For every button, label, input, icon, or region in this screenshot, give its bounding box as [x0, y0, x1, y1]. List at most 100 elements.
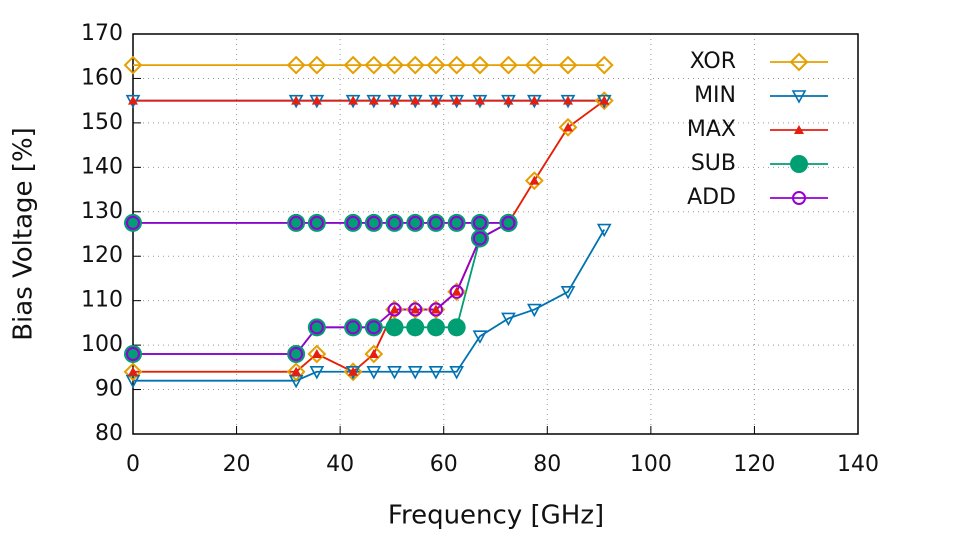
legend-label: MIN [694, 83, 736, 108]
data-point [472, 231, 487, 246]
data-point [430, 95, 441, 105]
data-point [364, 344, 384, 364]
data-point [389, 95, 400, 105]
data-point [405, 55, 425, 75]
y-tick-label: 80 [95, 421, 123, 446]
data-point [291, 366, 302, 376]
data-point [406, 318, 425, 337]
data-point [289, 347, 304, 361]
data-point [408, 215, 423, 230]
data-point [291, 95, 302, 105]
data-point [286, 362, 306, 382]
y-tick-label: 90 [95, 377, 123, 402]
data-point [307, 344, 327, 364]
data-point [563, 95, 573, 105]
y-tick-label: 100 [81, 332, 123, 357]
data-point [529, 175, 540, 185]
data-point [307, 55, 327, 75]
data-point [128, 95, 138, 105]
x-tick-label: 100 [630, 452, 672, 477]
data-point [430, 304, 441, 314]
data-point [558, 55, 578, 75]
data-point [348, 95, 359, 105]
data-point [472, 215, 487, 230]
data-point [428, 302, 443, 317]
series-line [133, 229, 606, 382]
data-point [348, 366, 359, 376]
data-point [594, 55, 614, 75]
legend-marker [794, 125, 804, 134]
data-point [428, 215, 443, 230]
data-point [311, 349, 322, 358]
data-point [123, 362, 143, 382]
x-axis-label: Frequency [GHz] [388, 501, 604, 531]
data-point [529, 95, 540, 105]
data-point [387, 215, 402, 230]
data-point [449, 215, 464, 230]
legend-label: MAX [687, 117, 736, 142]
x-tick-label: 40 [326, 452, 354, 477]
data-point [123, 55, 143, 75]
data-point [366, 320, 381, 335]
data-point [449, 365, 465, 380]
y-tick-label: 150 [81, 110, 123, 135]
data-point [526, 303, 542, 318]
legend-marker [790, 155, 808, 173]
data-point [289, 215, 304, 230]
legend: XOR MIN MAX SUB ADD [687, 49, 828, 210]
data-point [309, 215, 324, 230]
data-point [311, 95, 322, 105]
data-point [385, 55, 404, 75]
data-point [449, 284, 464, 299]
data-point [428, 365, 444, 380]
data-point [309, 365, 325, 380]
data-point [563, 122, 573, 132]
data-point [560, 285, 576, 300]
data-point [524, 171, 544, 191]
data-point [366, 215, 381, 230]
legend-label: SUB [691, 151, 736, 176]
y-tick-label: 120 [81, 243, 123, 268]
y-axis-label: Bias Voltage [%] [9, 127, 39, 341]
x-tick-label: 20 [223, 452, 251, 477]
data-point [368, 349, 379, 358]
data-point [309, 320, 324, 335]
data-point [366, 365, 382, 380]
data-point [499, 55, 518, 75]
data-point [451, 286, 462, 296]
x-tick-label: 0 [126, 452, 140, 477]
y-tick-label: 160 [81, 65, 123, 90]
data-point [368, 95, 379, 105]
data-point [596, 223, 612, 238]
data-point [558, 117, 578, 137]
y-tick-label: 140 [81, 154, 123, 179]
data-point [501, 215, 516, 230]
data-point [407, 365, 423, 380]
data-point [387, 365, 402, 380]
data-point [126, 347, 140, 361]
x-tick-label: 60 [430, 452, 458, 477]
data-point [426, 55, 446, 75]
legend-label: ADD [687, 185, 736, 210]
data-point [346, 320, 361, 335]
data-point [470, 55, 490, 75]
data-point [387, 302, 402, 317]
data-point [426, 318, 445, 337]
data-point [472, 330, 488, 344]
data-point [346, 215, 361, 230]
y-tick-label: 130 [81, 199, 123, 224]
y-tick-label: 170 [81, 21, 123, 46]
x-tick-label: 80 [533, 452, 561, 477]
data-point [286, 55, 306, 75]
legend-marker [789, 52, 809, 72]
data-point [126, 215, 140, 230]
data-point [524, 55, 544, 75]
data-point [389, 304, 400, 314]
legend-marker [791, 90, 807, 104]
legend-marker [792, 191, 806, 205]
x-tick-label: 120 [733, 452, 775, 477]
plot-frame [132, 33, 859, 435]
data-point [410, 304, 421, 314]
legend-label: XOR [690, 49, 736, 74]
